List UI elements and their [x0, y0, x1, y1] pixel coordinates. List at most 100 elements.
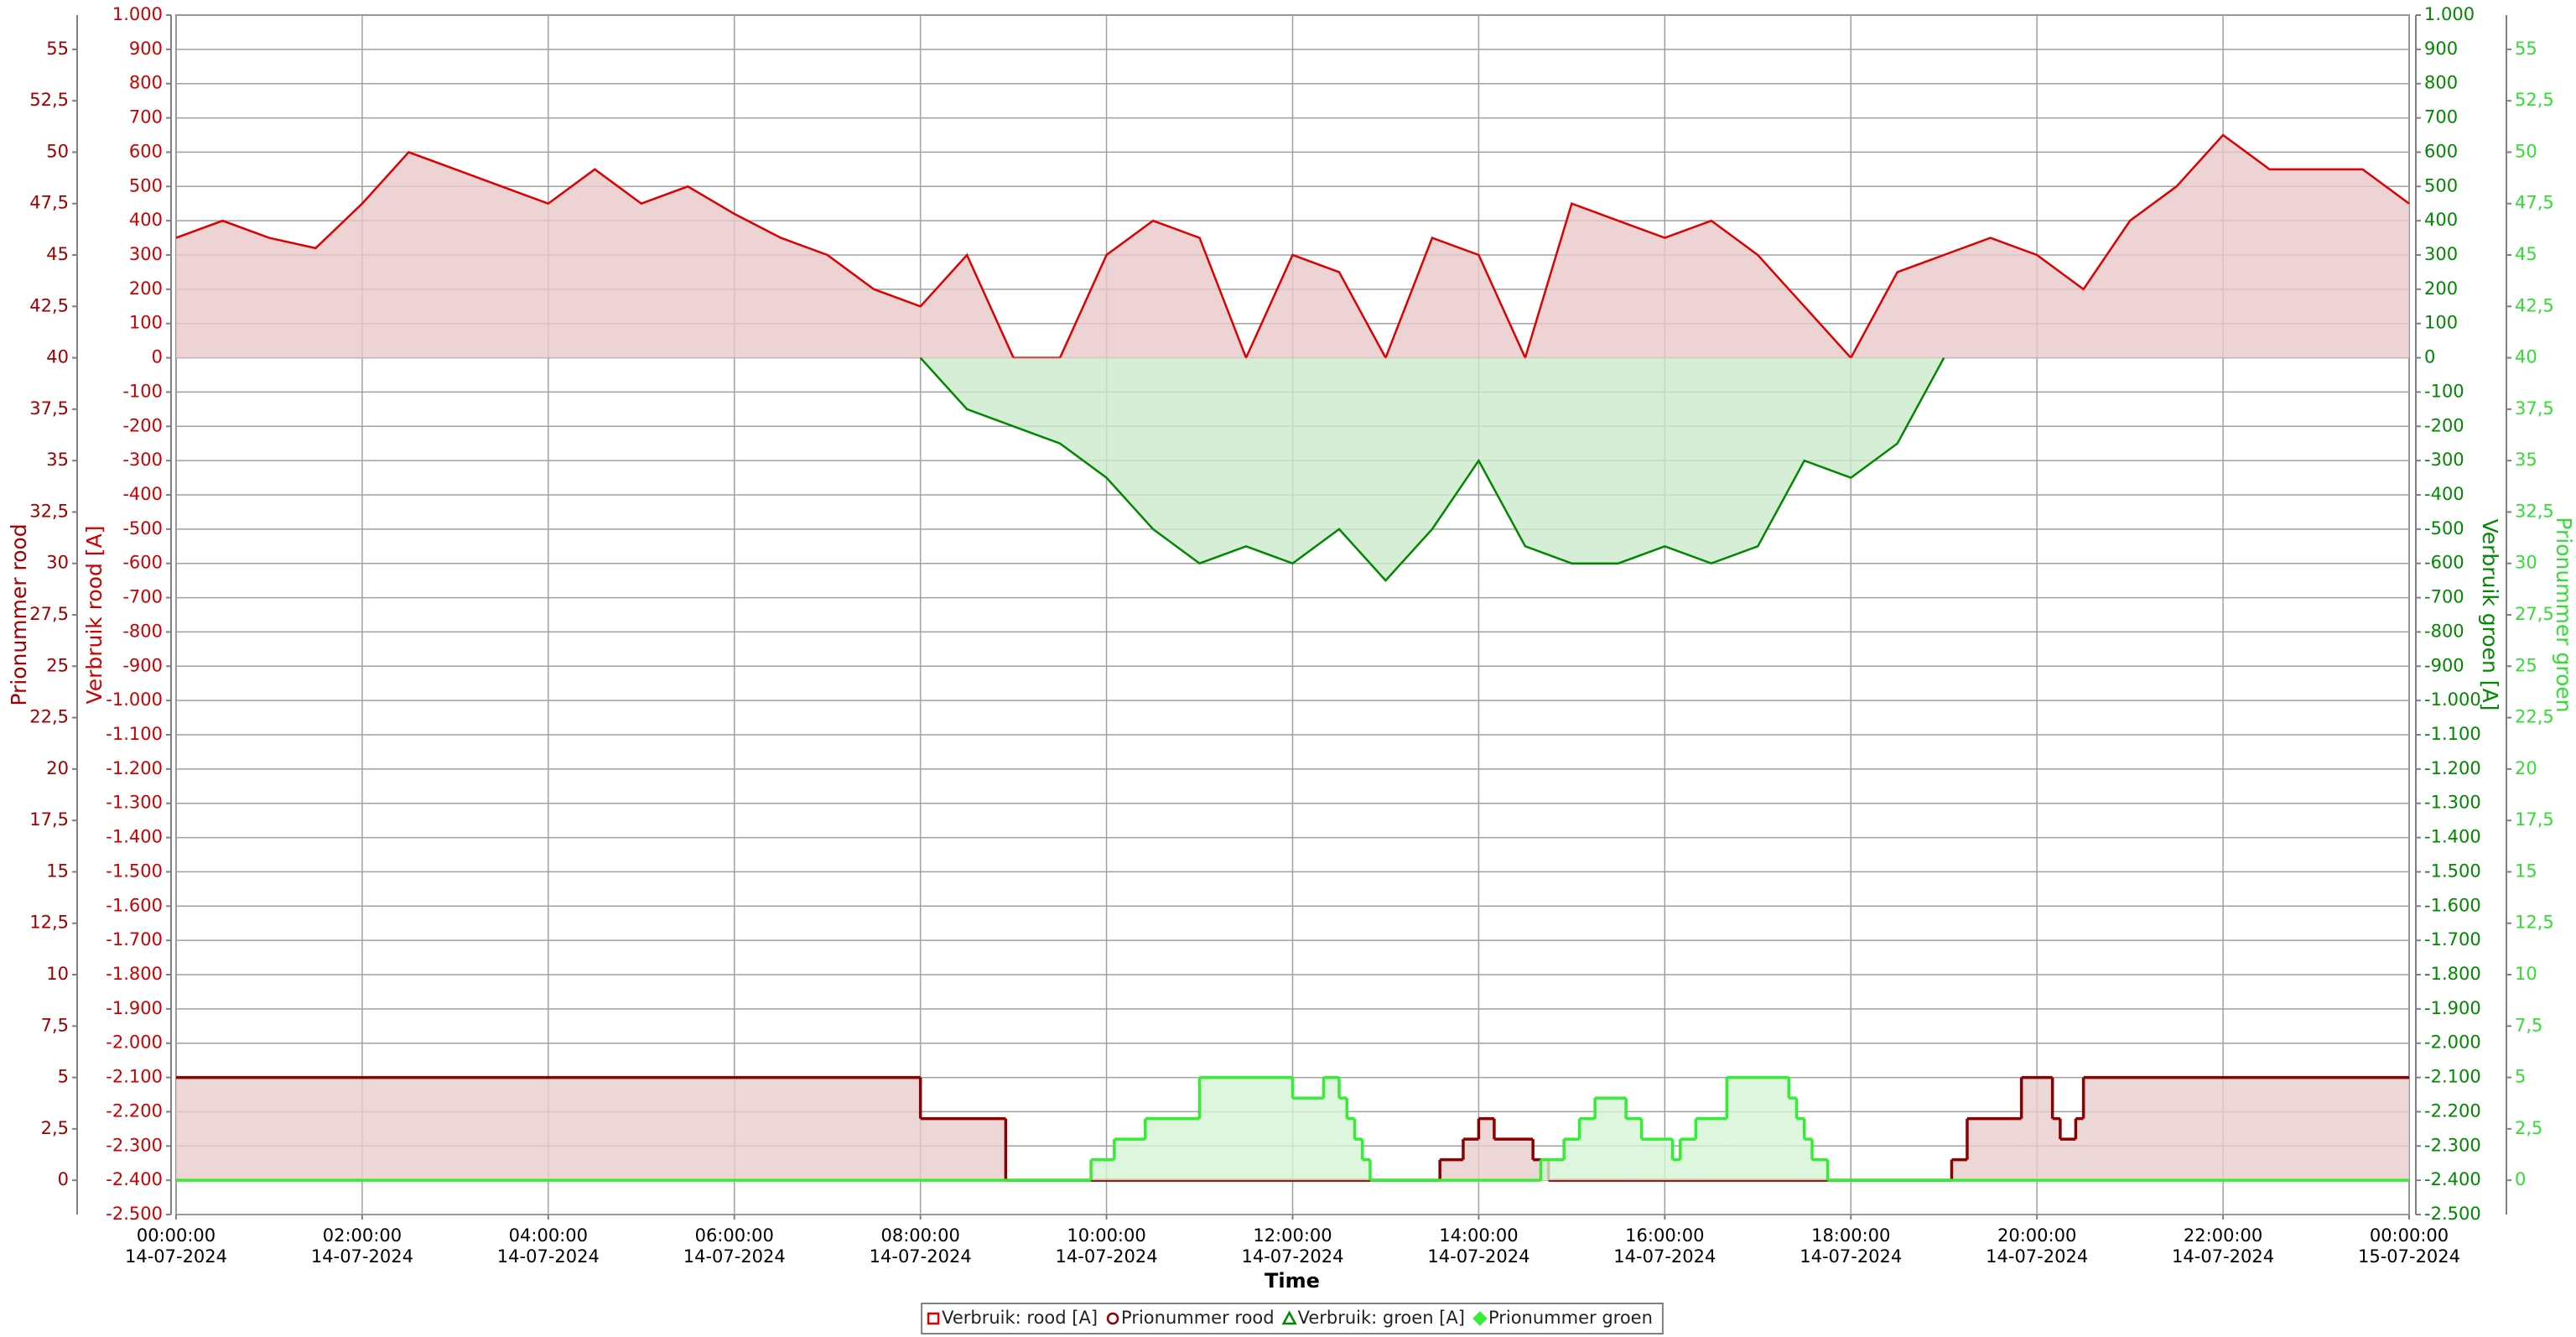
- y-tick-label: -1.300: [106, 793, 163, 813]
- y-tick-label: -900: [122, 655, 163, 675]
- y4-tick-label: 40: [2515, 347, 2537, 367]
- x-tick-label: 14:00:00 14-07-2024: [1427, 1225, 1530, 1267]
- y2-tick-label: -2.200: [2424, 1100, 2481, 1121]
- legend-item: Verbruik: groen [A]: [1281, 1308, 1465, 1328]
- step-area: [1789, 1098, 1797, 1181]
- y3-tick-label: 47,5: [29, 193, 69, 213]
- y-tick-label: -300: [122, 450, 163, 470]
- legend-label: Prionummer groen: [1488, 1308, 1653, 1328]
- step-area: [2021, 1077, 2053, 1181]
- y-tick-label: 100: [129, 313, 163, 333]
- y3-tick-label: 10: [46, 964, 69, 984]
- y3-tick-label: 42,5: [29, 295, 69, 315]
- y2-tick-label: -600: [2424, 553, 2464, 573]
- y4-tick-label: 25: [2515, 655, 2537, 675]
- y4-tick-label: 22,5: [2515, 707, 2554, 727]
- y-tick-label: -2.200: [106, 1100, 163, 1121]
- y2-tick-label: -700: [2424, 587, 2464, 607]
- y2-tick-label: -200: [2424, 415, 2464, 435]
- step-connector: [1089, 1077, 1830, 1181]
- y4-tick-label: 17,5: [2515, 809, 2554, 830]
- y3-tick-label: 2,5: [41, 1118, 69, 1138]
- y4-tick-label: 30: [2515, 553, 2537, 573]
- y-tick-label: -400: [122, 484, 163, 504]
- y2-tick-label: -800: [2424, 621, 2464, 641]
- y4-tick-label: 20: [2515, 758, 2537, 778]
- step-area: [1362, 1159, 1370, 1181]
- step-area: [1966, 1118, 2022, 1181]
- step-area: [1812, 1159, 1828, 1181]
- y-tick-label: -1.800: [106, 964, 163, 984]
- y-tick-label: -200: [122, 415, 163, 435]
- step-area: [1347, 1118, 1355, 1181]
- y2-tick-label: -2.000: [2424, 1033, 2481, 1053]
- y4-tick-label: 47,5: [2515, 193, 2554, 213]
- y4-tick-label: 12,5: [2515, 913, 2554, 933]
- y4-tick-label: 15: [2515, 861, 2537, 881]
- x-tick-label: 00:00:00 15-07-2024: [2358, 1225, 2460, 1267]
- step-area: [1292, 1098, 1324, 1181]
- step-area: [1672, 1159, 1680, 1181]
- y-tick-label: -2.500: [106, 1204, 163, 1224]
- y2-tick-label: 900: [2424, 39, 2458, 59]
- step-area: [1354, 1139, 1363, 1181]
- step-area: [1091, 1159, 1114, 1181]
- step-area: [1493, 1139, 1534, 1181]
- step-area: [1440, 1159, 1463, 1181]
- y-tick-label: -1.000: [106, 689, 163, 710]
- y-tick-label: -500: [122, 518, 163, 538]
- legend-marker: [1472, 1311, 1488, 1326]
- legend-marker: [1106, 1312, 1119, 1325]
- y3-tick-label: 12,5: [29, 913, 69, 933]
- y3-tick-label: 30: [46, 553, 69, 573]
- y2-tick-label: -1.000: [2424, 689, 2481, 710]
- y-tick-label: -100: [122, 381, 163, 401]
- y2-tick-label: 600: [2424, 141, 2458, 161]
- y3-tick-label: 17,5: [29, 809, 69, 830]
- y4-tick-label: 52,5: [2515, 90, 2554, 110]
- y3-tick-label: 25: [46, 655, 69, 675]
- y2-tick-label: 100: [2424, 313, 2458, 333]
- y2-tick-label: 800: [2424, 73, 2458, 93]
- y-tick-label: -1.100: [106, 724, 163, 744]
- y-tick-label: 1.000: [112, 4, 163, 24]
- legend-label: Verbruik: groen [A]: [1298, 1308, 1465, 1328]
- x-tick-label: 18:00:00 14-07-2024: [1800, 1225, 1902, 1267]
- y2-tick-label: -2.500: [2424, 1204, 2481, 1224]
- y3-tick-label: 22,5: [29, 707, 69, 727]
- y2-tick-label: -2.400: [2424, 1169, 2481, 1189]
- data-layer: [175, 133, 2410, 1182]
- y2-tick-label: 200: [2424, 278, 2458, 299]
- y4-tick-label: 42,5: [2515, 295, 2554, 315]
- step-area: [2059, 1139, 2076, 1181]
- x-tick-label: 10:00:00 14-07-2024: [1056, 1225, 1158, 1267]
- x-tick-label: 08:00:00 14-07-2024: [870, 1225, 972, 1267]
- y2-tick-label: -1.500: [2424, 861, 2481, 881]
- y-tick-label: -2.400: [106, 1169, 163, 1189]
- y-tick-label: -2.300: [106, 1135, 163, 1155]
- step-area: [1804, 1139, 1813, 1181]
- y2-tick-label: -1.300: [2424, 793, 2481, 813]
- y3-tick-label: 37,5: [29, 398, 69, 419]
- y-tick-label: -600: [122, 553, 163, 573]
- y2-tick-label: -100: [2424, 381, 2464, 401]
- y-tick-label: -1.600: [106, 895, 163, 915]
- legend-item: Prionummer rood: [1106, 1308, 1275, 1328]
- step-area: [2075, 1118, 2084, 1181]
- step-area: [2052, 1118, 2060, 1181]
- y3-tick-label: 40: [46, 347, 69, 367]
- legend-marker: [927, 1312, 940, 1325]
- step-area: [1323, 1077, 1339, 1181]
- y2-tick-label: 500: [2424, 175, 2458, 195]
- axis-layer: 0 2,5 5 7,5 10 12,5 15 17,5 20 22,5 25 27,5 30 32,5 35…: [29, 4, 2554, 1267]
- y4-tick-label: 55: [2515, 39, 2537, 59]
- step-area: [1796, 1118, 1805, 1181]
- y4-tick-label: 50: [2515, 141, 2537, 161]
- step-area: [1478, 1118, 1494, 1181]
- x-tick-label: 16:00:00 14-07-2024: [1613, 1225, 1716, 1267]
- step-area: [1641, 1139, 1673, 1181]
- y2-tick-label: -500: [2424, 518, 2464, 538]
- y4-tick-label: 37,5: [2515, 398, 2554, 419]
- step-area: [2083, 1077, 2409, 1181]
